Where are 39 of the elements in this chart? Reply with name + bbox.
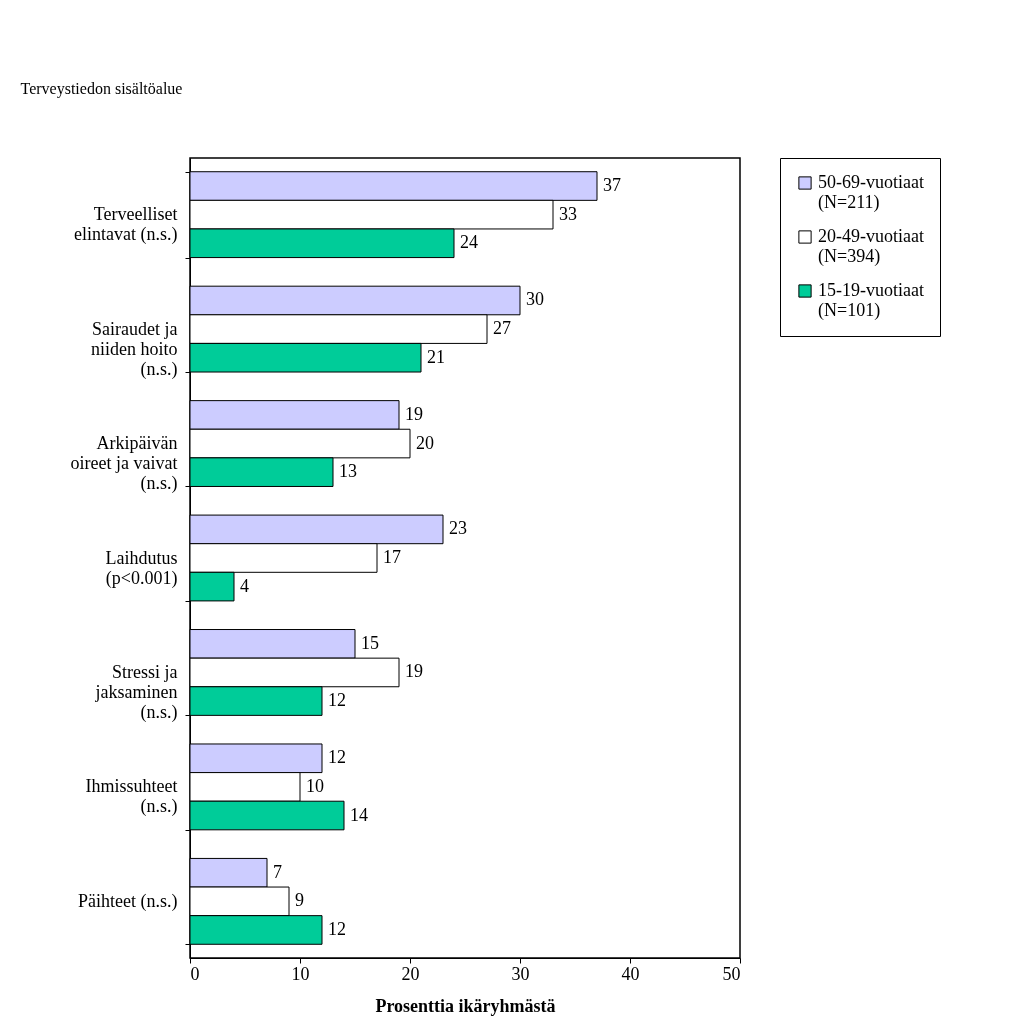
x-tick-label: 40: [621, 963, 640, 984]
y-tick-label: Päihteet (n.s.): [78, 890, 178, 912]
data-label: 15: [361, 632, 379, 653]
y-tick-label: Laihdutus (p<0.001): [105, 547, 178, 589]
x-tick-label: 30: [511, 963, 530, 984]
y-tick-label: Sairaudet ja niiden hoito (n.s.): [91, 318, 178, 380]
data-label: 14: [350, 804, 368, 825]
legend-label: 20-49-vuotiaat (N=394): [818, 226, 924, 267]
legend-label: 50-69-vuotiaat (N=211): [818, 172, 924, 213]
data-label: 19: [405, 661, 423, 682]
data-label: 20: [416, 432, 434, 453]
y-tick-label: Terveelliset elintavat (n.s.): [74, 204, 178, 246]
data-label: 37: [603, 175, 621, 196]
data-label: 21: [427, 346, 445, 367]
data-label: 10: [306, 775, 324, 796]
data-label: 27: [493, 318, 511, 339]
x-tick-label: 20: [401, 963, 420, 984]
data-label: 17: [383, 547, 401, 567]
data-label: 12: [328, 918, 346, 939]
data-label: 7: [273, 861, 282, 882]
x-axis-title: Prosenttia ikäryhmästä: [375, 995, 556, 1016]
legend-label: 15-19-vuotiaat (N=101): [818, 280, 924, 321]
data-label: 33: [559, 203, 577, 224]
x-tick-label: 0: [190, 963, 200, 984]
data-label: 4: [240, 575, 249, 596]
x-tick-label: 10: [291, 963, 310, 984]
x-tick-label: 50: [722, 963, 741, 984]
data-label: 12: [328, 690, 346, 711]
data-label: 13: [339, 461, 357, 482]
data-label: 12: [328, 747, 346, 768]
data-label: 30: [526, 289, 544, 310]
y-tick-label: Arkipäivän oireet ja vaivat (n.s.): [70, 433, 178, 495]
data-label: 23: [449, 518, 467, 539]
data-label: 9: [295, 890, 304, 911]
data-label: 24: [460, 232, 478, 253]
y-tick-label: Ihmissuhteet (n.s.): [85, 776, 178, 818]
y-tick-label: Stressi ja jaksaminen (n.s.): [94, 661, 178, 723]
y-axis-title: Terveystiedon sisältöalue: [20, 79, 183, 98]
data-label: 19: [405, 403, 423, 424]
